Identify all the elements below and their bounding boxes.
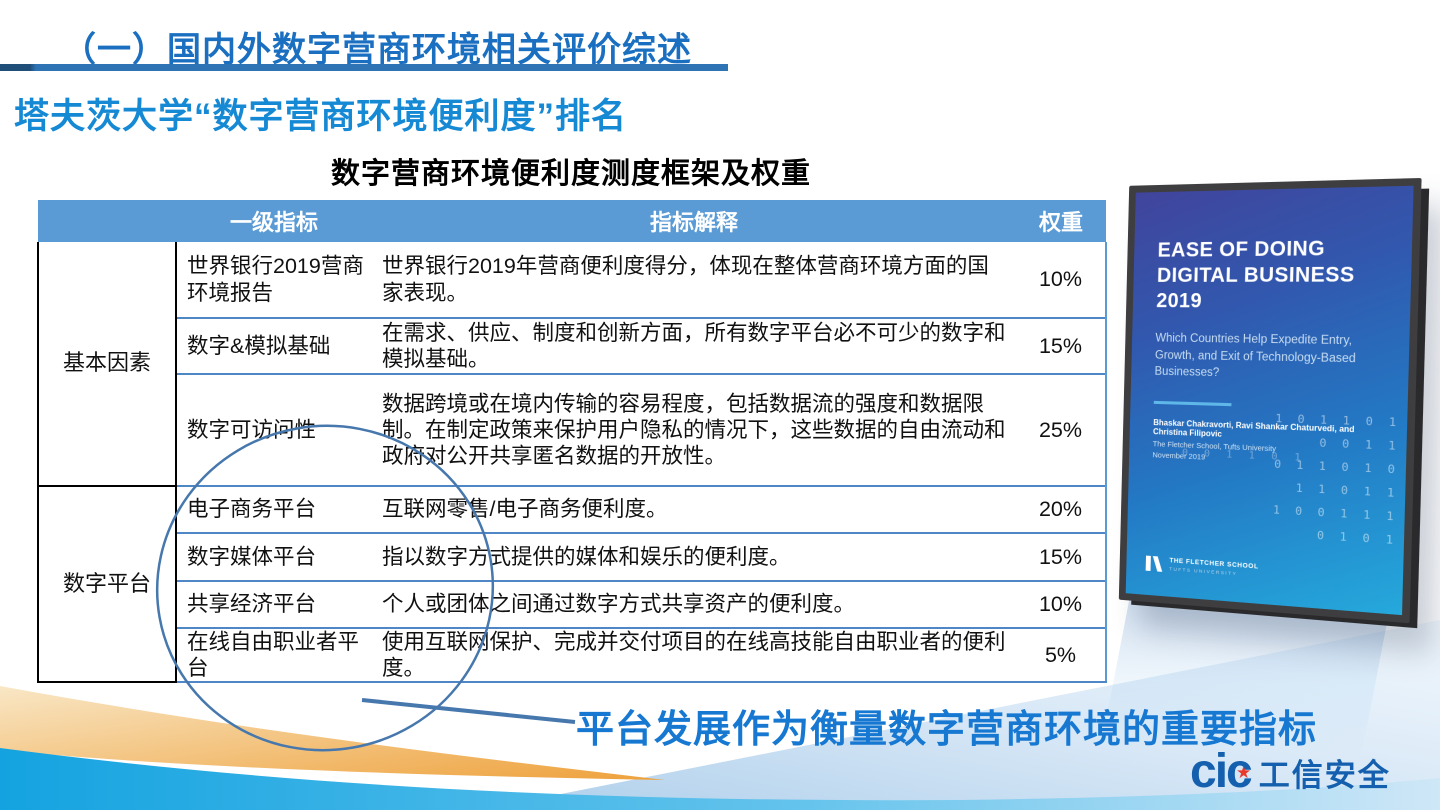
report-subtitle: Which Countries Help Expedite Entry, Gro…: [1154, 332, 1356, 380]
framework-table-wrap: 一级指标 指标解释 权重 基本因素 世界银行2019营商环境报告 世界银行201…: [37, 200, 1107, 684]
report-cover-face: EASE OF DOING DIGITAL BUSINESS 2019 Whic…: [1125, 185, 1414, 616]
fletcher-school-icon: [1145, 555, 1163, 572]
indicator-cell: 电子商务平台: [176, 485, 372, 533]
title-underline-bar: [0, 64, 728, 71]
weight-cell: 15%: [1016, 317, 1107, 374]
table-header-row: 一级指标 指标解释 权重: [38, 200, 1106, 242]
explanation-cell: 互联网零售/电子商务便利度。: [372, 485, 1016, 533]
header-group: [38, 200, 176, 242]
explanation-cell: 数据跨境或在境内传输的容易程度，包括数据流的强度和数据限制。在制定政策来保护用户…: [372, 373, 1016, 486]
star-icon: ★: [1236, 763, 1252, 782]
report-cover: EASE OF DOING DIGITAL BUSINESS 2019 Whic…: [1118, 177, 1422, 624]
header-explanation: 指标解释: [372, 200, 1016, 242]
table-row: 在线自由职业者平台 使用互联网保护、完成并交付项目的在线高技能自由职业者的便利度…: [38, 626, 1107, 684]
weight-cell: 5%: [1016, 626, 1107, 684]
report-divider: [1153, 400, 1232, 407]
indicator-cell: 在线自由职业者平台: [176, 626, 372, 684]
explanation-cell: 使用互联网保护、完成并交付项目的在线高技能自由职业者的便利度。: [372, 626, 1016, 684]
callout-line: [361, 698, 576, 724]
header-weight: 权重: [1016, 200, 1106, 242]
table-row: 数字平台 电子商务平台 互联网零售/电子商务便利度。 20%: [37, 484, 1107, 684]
indicator-cell: 世界银行2019营商环境报告: [187, 254, 364, 305]
explanation-cell: 指以数字方式提供的媒体和娱乐的便利度。: [372, 532, 1016, 581]
weight-cell: 10%: [1016, 580, 1107, 628]
cic-logo-cn-name: 工信安全: [1258, 757, 1391, 793]
cic-logo: ci c ★ 工信安全: [1190, 748, 1391, 796]
indicator-cell: 数字&模拟基础: [176, 317, 372, 374]
weight-cell: 10%: [1016, 242, 1107, 318]
indicator-cell: 数字媒体平台: [176, 532, 372, 581]
group-cell-digital-platforms: 数字平台: [37, 484, 177, 684]
table-row: 基本因素 世界银行2019营商环境报告 世界银行2019年营商便利度得分，体现在…: [37, 242, 1107, 487]
table-row: 数字可访问性 数据跨境或在境内传输的容易程度，包括数据流的强度和数据限制。在制定…: [38, 373, 1107, 486]
explanation-cell: 世界银行2019年营商便利度得分，体现在整体营商环境方面的国家表现。: [382, 254, 989, 305]
header-indicator: 一级指标: [176, 200, 372, 242]
weight-cell: 20%: [1016, 485, 1107, 533]
weight-cell: 25%: [1016, 373, 1107, 486]
page-subtitle: 塔夫茨大学“数字营商环境便利度”排名: [14, 97, 628, 136]
section-title: （一）国内外数字营商环境相关评价综述: [62, 31, 692, 69]
fletcher-school-logo: THE FLETCHER SCHOOL TUFTS UNIVERSITY: [1145, 555, 1259, 579]
indicator-cell: 数字可访问性: [176, 373, 372, 486]
report-title: EASE OF DOING DIGITAL BUSINESS 2019: [1156, 237, 1355, 313]
explanation-cell: 个人或团体之间通过数字方式共享资产的便利度。: [372, 580, 1016, 628]
cic-logo-letters: ci: [1190, 745, 1228, 798]
table-row: 数字媒体平台 指以数字方式提供的媒体和娱乐的便利度。 15%: [38, 532, 1107, 581]
group-cell-basic-factors: 基本因素: [37, 242, 177, 487]
table-title: 数字营商环境便利度测度框架及权重: [330, 158, 811, 190]
deco-orange-band: [0, 686, 665, 780]
binary-digits-decoration: 1 0 1 1 0 1 0 0 1 1 0 1 1 0 1 0 1 1 0 1 …: [1272, 411, 1397, 547]
weight-cell: 15%: [1016, 532, 1107, 581]
table-row: 共享经济平台 个人或团体之间通过数字方式共享资产的便利度。 10%: [38, 580, 1107, 628]
indicator-cell: 共享经济平台: [176, 580, 372, 628]
explanation-cell: 在需求、供应、制度和创新方面，所有数字平台必不可少的数字和模拟基础。: [372, 317, 1016, 374]
table-row: 数字&模拟基础 在需求、供应、制度和创新方面，所有数字平台必不可少的数字和模拟基…: [38, 317, 1107, 374]
framework-table: 一级指标 指标解释 权重 基本因素 世界银行2019营商环境报告 世界银行201…: [37, 200, 1107, 684]
